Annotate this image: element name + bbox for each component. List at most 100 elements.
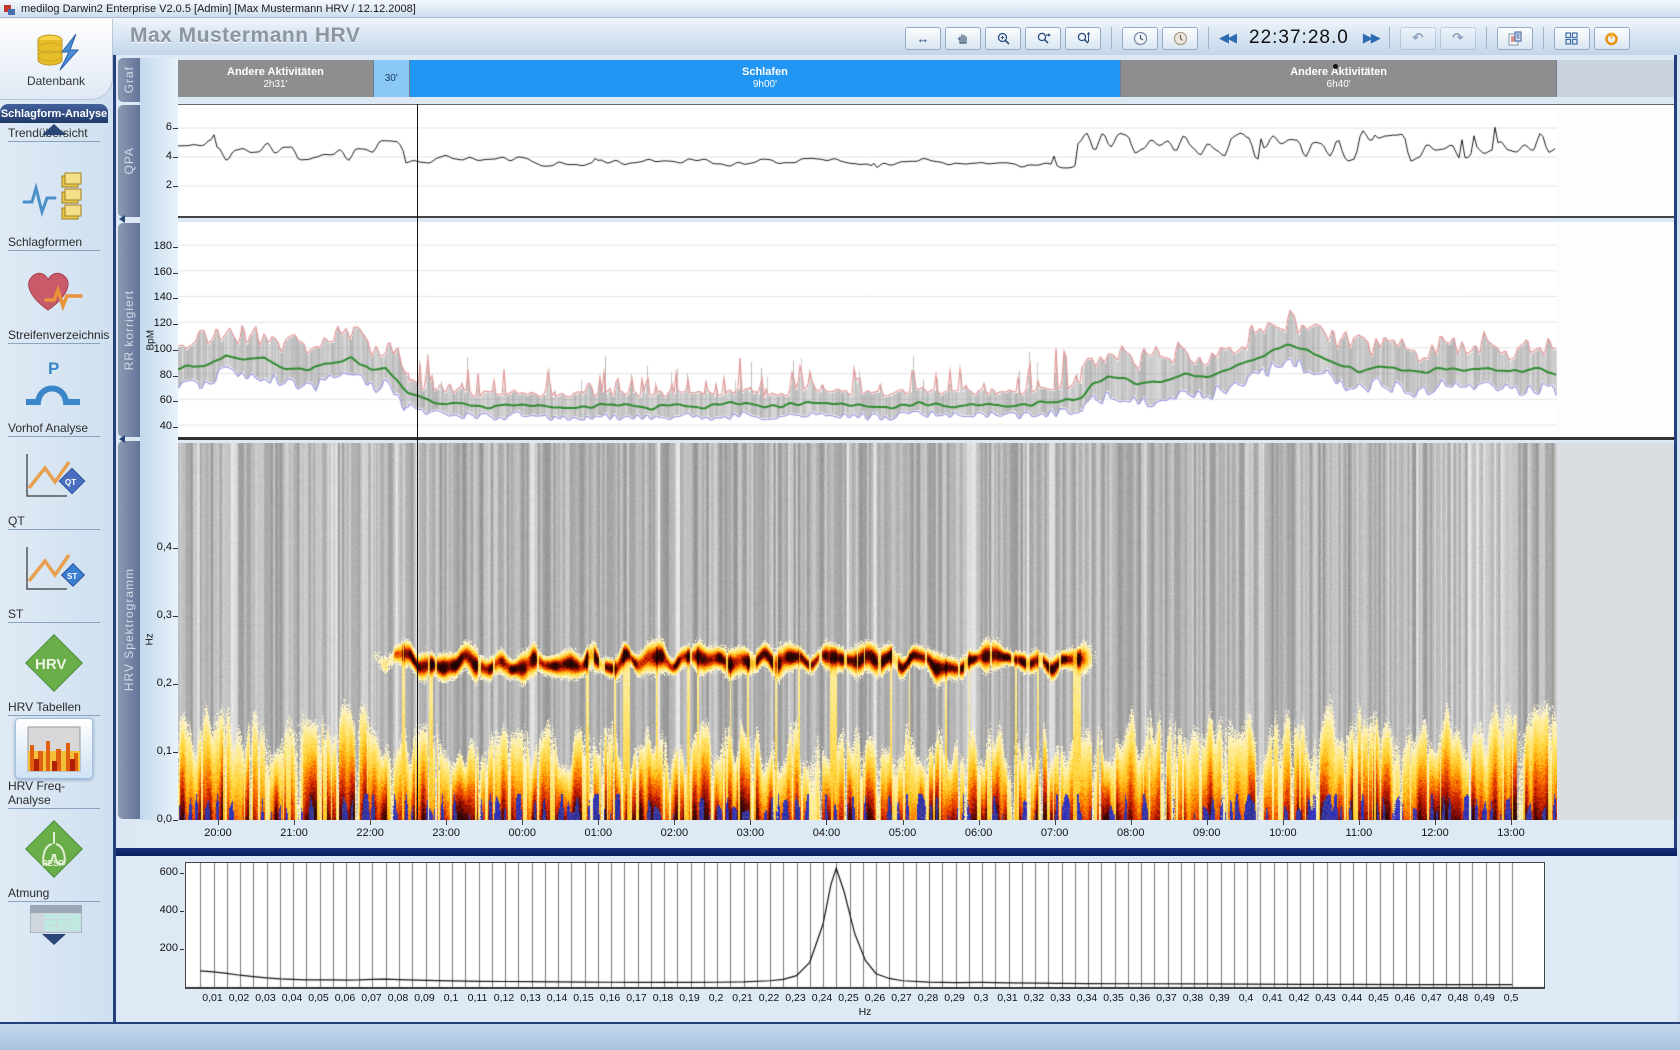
sidebar-item-streifenverzeichnis[interactable]: Streifenverzeichnis (0, 253, 108, 346)
sidebar-item-label: QT (8, 514, 100, 530)
scroll-down-icon[interactable] (42, 934, 66, 945)
rr-panel (178, 222, 1557, 440)
clock-relative-button[interactable] (1162, 27, 1198, 50)
spectrogram-panel (178, 443, 1557, 820)
qpa-chart-canvas[interactable] (178, 105, 1557, 216)
activity-segment-transition[interactable]: 30' (374, 60, 410, 97)
tab-hrv-spektrogramm[interactable]: HRV Spektrogramm (118, 441, 140, 819)
y-tick-mark (173, 616, 178, 617)
activity-label: Andere Aktivitäten (227, 66, 324, 79)
sidebar-item-qt[interactable]: QT QT (0, 439, 108, 532)
time-tick-label: 00:00 (500, 827, 544, 839)
report-icon (1507, 31, 1522, 46)
main-toolbar: ↔ ◀◀ 22:37:28.0 ▶▶ ↶ ↷ (905, 25, 1630, 51)
svg-text:HRV: HRV (35, 656, 66, 673)
spectrum-canvas[interactable] (186, 863, 1544, 988)
tab-qpa[interactable]: QPA (118, 105, 140, 217)
database-icon (30, 30, 82, 74)
time-tick-mark (1055, 820, 1056, 825)
sidebar-item-hrv-tabellen[interactable]: HRV HRV Tabellen (0, 625, 108, 718)
spectrogram-canvas[interactable] (178, 443, 1557, 820)
time-tick-mark (1207, 820, 1208, 825)
sidebar-item-datenbank[interactable]: Datenbank (0, 19, 113, 100)
step-back-button[interactable]: ◀◀ (1219, 30, 1235, 46)
time-tick-label: 05:00 (881, 827, 925, 839)
splitter-handle-icon[interactable] (119, 435, 125, 443)
y-tick-mark (173, 247, 178, 248)
zoom-in-icon (996, 31, 1011, 46)
page-title: Max Mustermann HRV (130, 24, 360, 48)
time-tick-label: 07:00 (1033, 827, 1077, 839)
titlebar[interactable]: medilog Darwin2 Enterprise V2.0.5 [Admin… (0, 0, 1680, 18)
tab-label: Graf (122, 66, 136, 93)
qt-icon: QT (15, 439, 93, 514)
time-tick-label: 02:00 (652, 827, 696, 839)
x-tick-label: 0,5 (1492, 992, 1530, 1004)
sidebar-item-schlagformen[interactable]: Schlagformen (0, 160, 108, 253)
hand-icon (956, 31, 970, 45)
y-tick-label: 0,2 (142, 677, 172, 689)
step-forward-button[interactable]: ▶▶ (1363, 30, 1379, 46)
y-tick-label: 200 (148, 942, 178, 954)
y-tick-label: 0,0 (142, 813, 172, 825)
layout-grid-button[interactable] (1554, 27, 1590, 50)
y-tick-mark (173, 350, 178, 351)
zoom-horizontal-button[interactable] (1025, 27, 1061, 50)
rr-chart-canvas[interactable] (178, 222, 1557, 437)
sidebar-item-vorhof-analyse[interactable]: P Vorhof Analyse (0, 346, 108, 439)
time-tick-mark (750, 820, 751, 825)
sidebar-section-header[interactable]: Schlagform-Analyse (0, 104, 108, 123)
y-tick-mark (173, 684, 178, 685)
spectrum-unit-label: Hz (846, 1006, 884, 1018)
tab-label: RR korrigiert (122, 290, 136, 370)
sidebar-item-label: Datenbank (27, 74, 85, 88)
activity-segment-other[interactable]: Andere Aktivitäten2h31' (178, 60, 374, 97)
splitter-handle-icon[interactable] (119, 215, 125, 223)
sidebar-item-st[interactable]: ST ST (0, 532, 108, 625)
cursor-track-button[interactable]: ↔ (905, 27, 941, 50)
activity-duration: 9h00' (753, 79, 777, 91)
tab-graf[interactable]: Graf (118, 58, 140, 102)
time-tick-label: 22:00 (348, 827, 392, 839)
time-tick-mark (903, 820, 904, 825)
clock-relative-icon (1173, 31, 1188, 46)
activity-segment-other[interactable]: Andere Aktivitäten6h40' (1121, 60, 1557, 97)
redo-button[interactable]: ↷ (1440, 27, 1476, 50)
qpa-panel-right-fill (1557, 104, 1674, 218)
sidebar-item-hrv-freq-analyse[interactable]: HRV Freq-Analyse (0, 718, 108, 811)
time-cursor[interactable] (417, 104, 418, 820)
time-tick-mark (598, 820, 599, 825)
time-tick-label: 06:00 (957, 827, 1001, 839)
y-tick-label: 80 (140, 369, 172, 381)
resp-icon: RESP (15, 811, 93, 886)
y-tick-label: 180 (140, 240, 172, 252)
y-tick-label: 4 (144, 150, 172, 162)
activity-segment-sleep[interactable]: Schlafen9h00' (410, 60, 1122, 97)
y-tick-mark (180, 949, 184, 950)
y-tick-label: 140 (140, 291, 172, 303)
exit-button[interactable] (1594, 27, 1630, 50)
scroll-up-icon[interactable] (42, 124, 66, 135)
sidebar-item-atmung[interactable]: RESP Atmung (0, 811, 108, 904)
zoom-in-button[interactable] (985, 27, 1021, 50)
sidebar-item-label: Atmung (8, 886, 100, 902)
spectrogram-unit-label: Hz (145, 622, 156, 646)
tab-label: HRV Spektrogramm (122, 568, 136, 691)
svg-text:QT: QT (65, 478, 76, 487)
y-tick-mark (173, 820, 178, 821)
time-tick-label: 08:00 (1109, 827, 1153, 839)
hrv-diamond-icon: HRV (15, 625, 93, 700)
zoom-vertical-button[interactable] (1065, 27, 1101, 50)
pan-button[interactable] (945, 27, 981, 50)
clock-absolute-button[interactable] (1122, 27, 1158, 50)
report-button[interactable] (1497, 27, 1533, 50)
undo-button[interactable]: ↶ (1400, 27, 1436, 50)
y-tick-mark (173, 298, 178, 299)
y-tick-mark (173, 128, 178, 129)
y-tick-label: 400 (148, 904, 178, 916)
svg-text:ST: ST (67, 572, 77, 581)
toolbar-separator (1389, 27, 1390, 49)
tab-rr-korrigiert[interactable]: RR korrigiert (118, 223, 140, 437)
rr-unit-label: BpM (146, 321, 157, 351)
time-tick-label: 09:00 (1185, 827, 1229, 839)
